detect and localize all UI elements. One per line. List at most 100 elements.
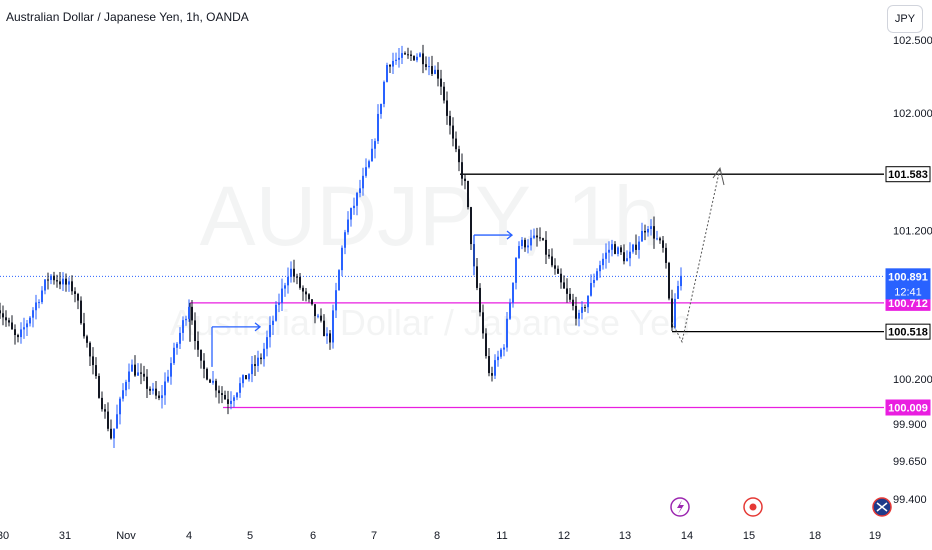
candle-body: [515, 257, 517, 283]
candles: [0, 44, 682, 448]
candle-body: [113, 428, 115, 439]
currency-button[interactable]: JPY: [887, 5, 923, 33]
candle-body: [257, 357, 259, 366]
candle-body: [287, 277, 289, 286]
candle-body: [326, 333, 328, 337]
lightning-icon[interactable]: [670, 497, 690, 517]
candle-body: [17, 335, 19, 338]
candle-body: [269, 324, 271, 338]
candle-body: [371, 148, 373, 162]
candle-body: [317, 315, 319, 317]
candle-body: [44, 279, 46, 291]
candle-body: [635, 244, 637, 250]
candle-body: [167, 376, 169, 382]
candle-body: [419, 53, 421, 57]
candle-body: [275, 304, 277, 321]
candle-body: [119, 398, 121, 415]
candle-body: [35, 302, 37, 311]
level-label-text: 100.712: [888, 298, 928, 310]
candle-body: [521, 239, 523, 247]
current-price-label-countdown: 12:41: [894, 286, 922, 298]
candle-body: [80, 300, 82, 324]
time-tick: 30: [0, 530, 9, 542]
flag-icon[interactable]: [872, 497, 892, 517]
level-label-bg: [885, 399, 931, 416]
candle-body: [524, 239, 526, 248]
projection-arrow-head: [712, 167, 725, 186]
candle-body: [236, 392, 238, 398]
candle-body: [233, 397, 235, 401]
candle-body: [413, 55, 415, 61]
candle-body: [587, 295, 589, 308]
arrow-head: [254, 322, 262, 332]
level-lines[interactable]: [0, 173, 884, 409]
candle-body: [368, 161, 370, 168]
candle-body: [272, 320, 274, 325]
candle-body: [188, 306, 190, 319]
candle-body: [410, 54, 412, 56]
candle-body: [608, 249, 610, 253]
candle-body: [467, 181, 469, 208]
candle-body: [137, 372, 139, 376]
candle-body: [398, 57, 400, 60]
candle-body: [38, 302, 40, 304]
candle-body: [152, 388, 154, 391]
record-icon[interactable]: [743, 497, 763, 517]
candle-body: [107, 411, 109, 429]
candle-body: [458, 149, 460, 163]
price-axis[interactable]: 102.500 102.000 101.200 100.200 99.900 99.650…: [885, 35, 932, 506]
candle-body: [263, 348, 265, 360]
candle-body: [299, 277, 301, 288]
candle-body: [338, 270, 340, 291]
candle-body: [11, 322, 13, 330]
candle-body: [248, 374, 250, 380]
candle-body: [302, 287, 304, 292]
time-tick: 6: [310, 530, 316, 542]
candle-body: [407, 54, 409, 56]
candle-body: [191, 306, 193, 321]
candle-body: [89, 342, 91, 357]
candle-body: [335, 290, 337, 311]
candle-body: [602, 258, 604, 266]
candle-body: [146, 376, 148, 389]
candle-body: [47, 279, 49, 281]
candle-body: [5, 317, 7, 321]
candle-body: [308, 294, 310, 300]
candle-body: [542, 238, 544, 240]
candle-body: [362, 175, 364, 189]
candle-body: [503, 347, 505, 350]
price-tick: 99.900: [893, 419, 927, 431]
candle-body: [422, 53, 424, 65]
candle-body: [356, 192, 358, 206]
candle-body: [623, 252, 625, 262]
level-label-text: 100.009: [888, 403, 928, 415]
candle-body: [479, 287, 481, 313]
level-label-text: 101.583: [888, 169, 928, 181]
candle-body: [173, 347, 175, 364]
candle-body: [620, 247, 622, 253]
candle-body: [332, 310, 334, 343]
candle-body: [455, 138, 457, 150]
time-tick: 12: [558, 530, 570, 542]
candle-body: [617, 247, 619, 254]
event-markers[interactable]: [670, 497, 892, 517]
candle-body: [218, 390, 220, 394]
candle-body: [245, 375, 247, 380]
candle-body: [404, 53, 406, 55]
time-axis[interactable]: 30 31 Nov 4 5 6 7 8 11 12 13 14 15 18 19: [0, 530, 881, 542]
candle-body: [62, 278, 64, 285]
candle-body: [212, 380, 214, 383]
candle-body: [242, 375, 244, 384]
time-tick: 8: [434, 530, 440, 542]
candle-body: [32, 310, 34, 318]
candle-body: [575, 305, 577, 319]
candle-body: [134, 364, 136, 376]
candle-body: [482, 312, 484, 334]
candle-body: [551, 256, 553, 266]
candle-body: [176, 343, 178, 348]
candle-body: [599, 265, 601, 272]
candle-body: [536, 235, 538, 238]
candle-body: [383, 81, 385, 104]
candle-body: [485, 333, 487, 357]
